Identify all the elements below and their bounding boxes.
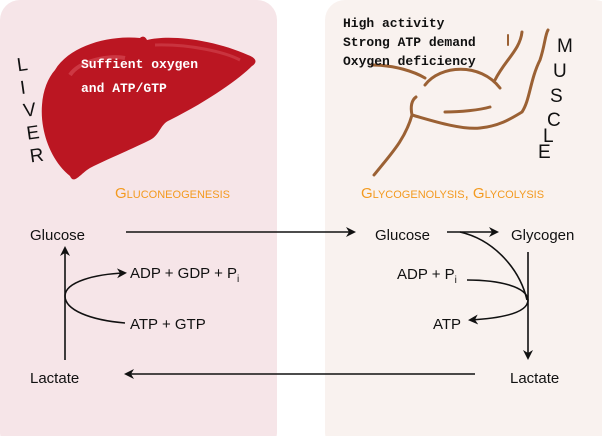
liver-products: ADP + GDP + Pi — [130, 265, 239, 285]
muscle-lactate: Lactate — [510, 370, 559, 387]
muscle-glucose: Glucose — [375, 227, 430, 244]
arrow-glucose-to-lactate-curve — [459, 231, 528, 301]
muscle-note-line-2: Strong ATP demand — [343, 35, 476, 50]
arrow-muscle-energy-loop — [466, 279, 529, 325]
muscle-panel — [325, 0, 602, 436]
liver-process-label: Gluconeogenesis — [115, 185, 230, 202]
liver-organ-label: L I V E R — [16, 54, 45, 168]
muscle-organ-label: M U S C L E — [538, 36, 573, 163]
muscle-inputs: ADP + Pi — [397, 266, 457, 286]
liver-glucose: Glucose — [30, 227, 85, 244]
muscle-letter: U — [553, 61, 567, 82]
liver-letter: L — [16, 54, 29, 76]
liver-letter: I — [19, 78, 27, 100]
muscle-letter: M — [557, 36, 573, 57]
muscle-letter: L — [543, 126, 554, 147]
liver-lactate: Lactate — [30, 370, 79, 387]
muscle-atp: ATP — [433, 316, 461, 333]
liver-note-line-1: Suffient oxygen — [81, 57, 198, 72]
arrow-liver-energy-loop — [64, 268, 127, 324]
muscle-note-line-1: High activity — [343, 16, 445, 31]
muscle-process-label: Glycogenolysis, Glycolysis — [361, 185, 544, 202]
muscle-glycogen: Glycogen — [511, 227, 574, 244]
muscle-note-line-3: Oxygen deficiency — [343, 54, 476, 69]
liver-letter: V — [22, 99, 38, 122]
muscle-letter: S — [550, 86, 563, 107]
liver-letter: E — [25, 122, 40, 145]
liver-letter: R — [28, 145, 45, 168]
muscle-letter: C — [547, 110, 561, 131]
liver-inputs: ATP + GTP — [130, 316, 206, 333]
muscle-letter: E — [538, 142, 551, 163]
liver-note-line-2: and ATP/GTP — [81, 81, 167, 96]
muscle-illustration — [370, 28, 550, 177]
liver-illustration — [41, 36, 256, 180]
